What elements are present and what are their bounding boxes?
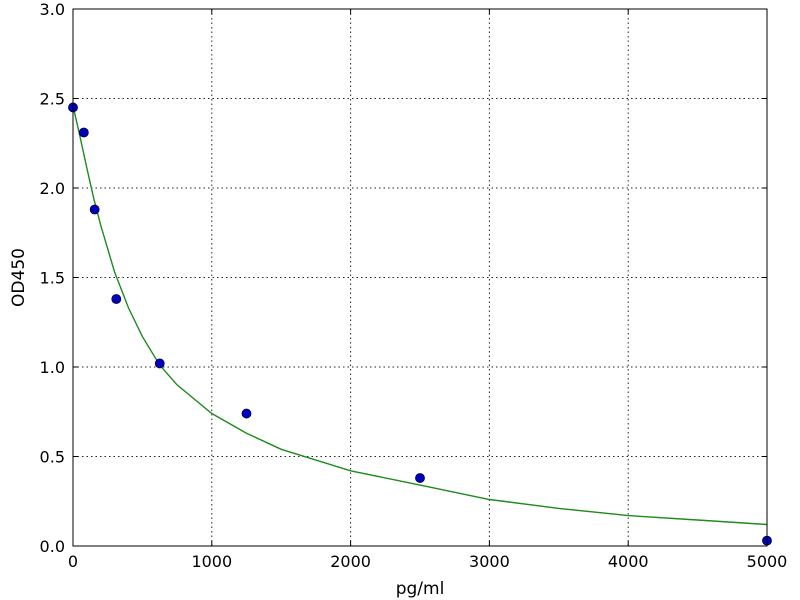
y-tick-label: 2.0 [40, 179, 65, 198]
y-tick-label: 0.0 [40, 537, 65, 556]
y-tick-label: 1.0 [40, 358, 65, 377]
fit-curve-line [72, 105, 768, 526]
grid [73, 9, 767, 546]
y-axis-title: OD450 [9, 248, 29, 307]
x-tick-label: 1000 [191, 552, 232, 571]
y-tick-label: 0.5 [40, 448, 65, 467]
ticks: 0 1000 2000 3000 4000 5000 0.0 0.5 1.0 1.5 2.0 2.5 3… [40, 0, 788, 571]
x-tick-label: 0 [68, 552, 78, 571]
fit-curve-layer [72, 105, 768, 526]
x-tick-label: 4000 [608, 552, 649, 571]
x-tick-label: 2000 [330, 552, 371, 571]
x-tick-label: 3000 [469, 552, 510, 571]
data-point [154, 358, 165, 369]
y-tick-label: 2.5 [40, 90, 65, 109]
y-tick-label: 3.0 [40, 0, 65, 19]
data-point [415, 473, 425, 483]
data-points-layer [68, 102, 772, 546]
data-point [89, 204, 100, 215]
data-point [241, 408, 252, 419]
x-tick-label: 5000 [747, 552, 788, 571]
y-tick-label: 1.5 [40, 269, 65, 288]
data-point [78, 127, 89, 138]
data-point [111, 294, 122, 304]
x-axis-title: pg/ml [396, 579, 445, 599]
